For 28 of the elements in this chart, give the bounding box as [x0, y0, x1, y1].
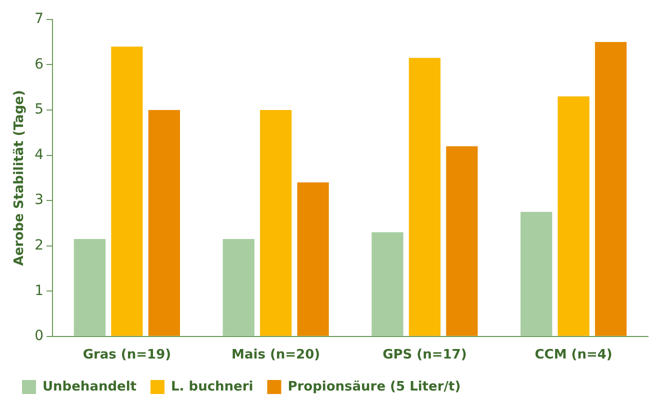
y-tick-label: 7 [34, 11, 44, 28]
bar [222, 239, 254, 336]
bar [74, 239, 106, 336]
x-tick-label: Gras (n=19) [82, 348, 172, 363]
bar [446, 146, 478, 336]
y-tick-label: 1 [34, 282, 44, 299]
y-tick-label: 6 [34, 56, 44, 72]
legend-label: Propionsäure (5 Liter/t) [288, 379, 461, 394]
y-tick-label: 5 [34, 102, 44, 118]
y-tick-label: 3 [34, 192, 44, 208]
legend-label: Unbehandelt [42, 379, 137, 394]
bar [594, 42, 627, 336]
bar [148, 110, 180, 336]
y-axis-title: Aerobe Stabilität (Tage) [12, 90, 28, 266]
bar [558, 96, 590, 336]
bar [260, 110, 292, 336]
y-tick-label: 2 [34, 237, 44, 254]
x-tick-label: Mais (n=20) [232, 348, 320, 363]
x-tick-label: CCM (n=4) [534, 348, 612, 363]
y-tick-label: 4 [34, 146, 44, 163]
bar [372, 232, 404, 336]
bar [408, 58, 441, 336]
x-tick-label: GPS (n=17) [382, 348, 467, 363]
bar [111, 46, 143, 336]
bar [297, 182, 329, 336]
bar [520, 212, 552, 336]
y-tick-label: 0 [34, 328, 44, 344]
legend-label: L. buchneri [171, 379, 254, 394]
